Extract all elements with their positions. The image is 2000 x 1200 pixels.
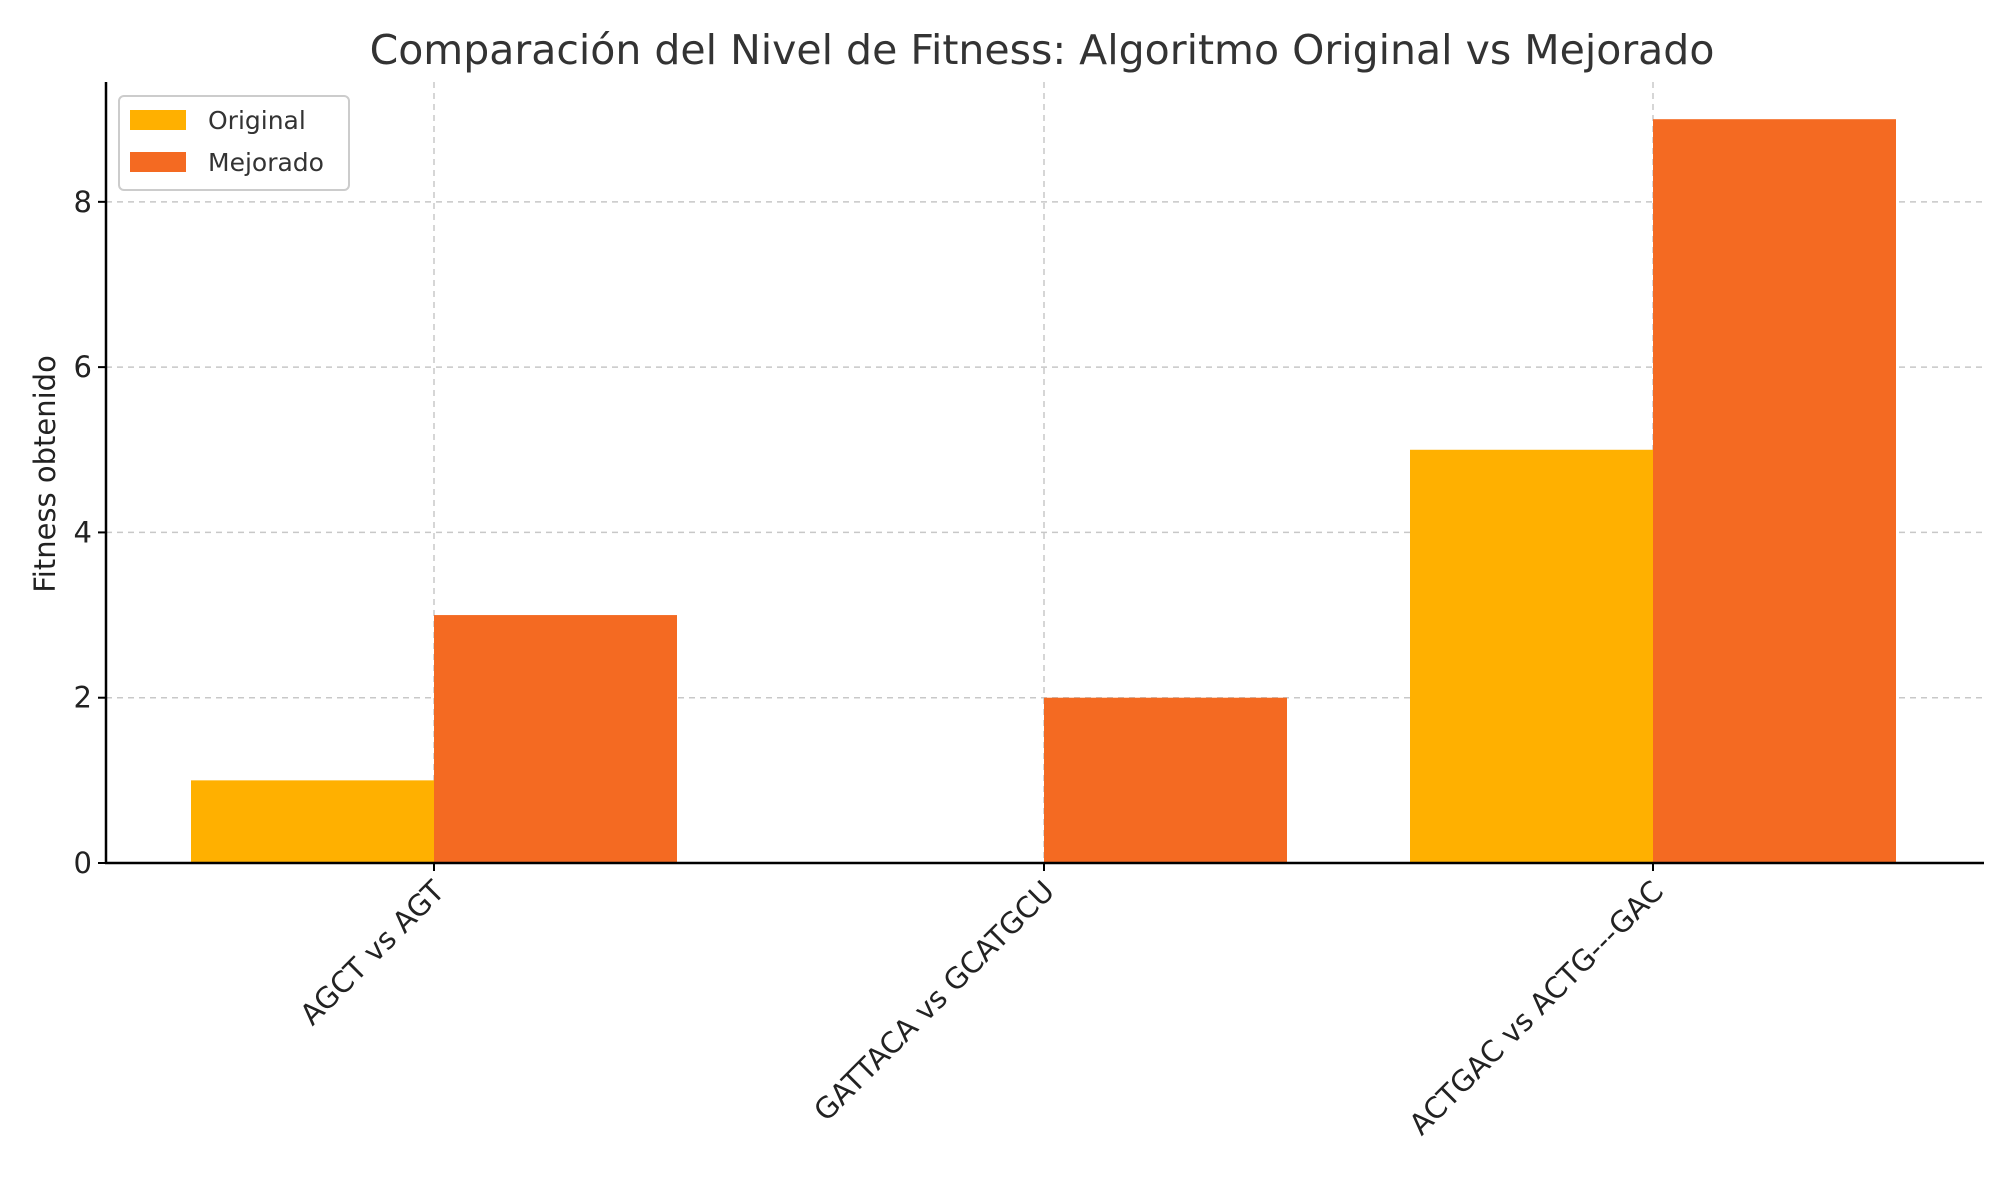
x-tick-label-0: AGCT vs AGT [293,874,451,1032]
bar-original-2 [1410,449,1653,863]
y-tick-label-0: 0 [74,846,92,880]
legend: Original Mejorado [118,95,350,191]
legend-label-mejorado: Mejorado [208,148,324,177]
legend-swatch-mejorado [130,152,186,172]
x-tick-label-2: ACTGAC vs ACTG---GAC [1402,874,1670,1142]
bar-mejorado-0 [434,615,677,863]
bar-mejorado-1 [1044,697,1287,863]
x-tick-label-1: GATTACA vs GCATGCU [807,874,1061,1128]
bar-mejorado-2 [1653,119,1896,863]
bar-original-0 [191,780,434,863]
chart-title: Comparación del Nivel de Fitness: Algori… [370,26,1715,74]
y-tick-label-3: 6 [74,350,92,384]
y-tick-label-4: 8 [74,185,92,219]
y-axis-label: Fitness obtenido [28,355,62,593]
bars-layer [191,119,1896,863]
y-tick-label-1: 2 [74,681,92,715]
legend-label-original: Original [208,106,306,135]
y-tick-label-2: 4 [74,515,92,549]
legend-swatch-original [130,110,186,130]
